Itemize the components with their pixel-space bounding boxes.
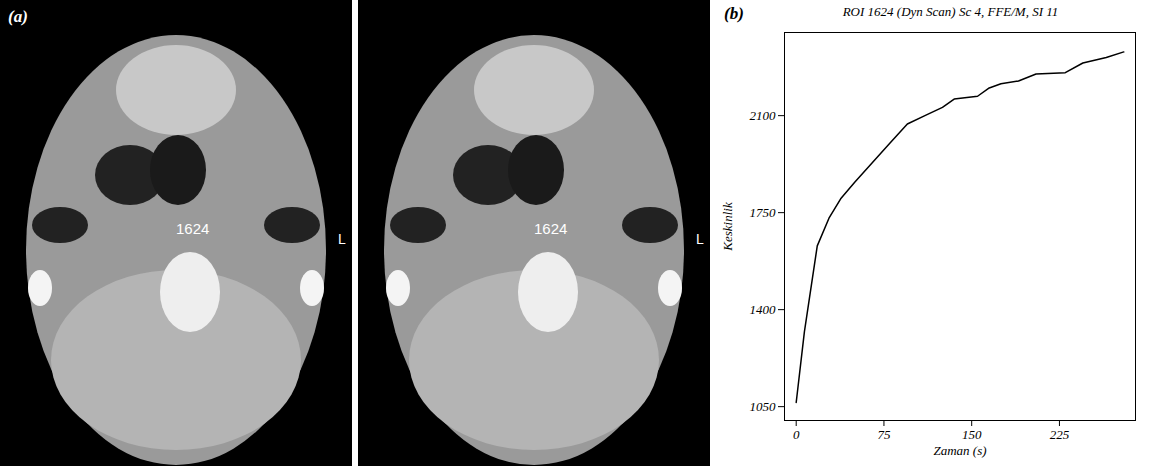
svg-text:Zaman (s): Zaman (s) — [933, 443, 986, 458]
svg-text:Keskinlik: Keskinlik — [720, 202, 735, 252]
svg-text:1050: 1050 — [750, 399, 777, 414]
svg-text:225: 225 — [1050, 427, 1070, 442]
svg-text:75: 75 — [877, 427, 891, 442]
svg-text:1624: 1624 — [534, 220, 567, 237]
svg-text:L: L — [696, 231, 704, 247]
svg-text:L: L — [338, 231, 346, 247]
svg-text:1400: 1400 — [750, 302, 777, 317]
svg-text:2100: 2100 — [750, 108, 777, 123]
svg-text:0: 0 — [793, 427, 800, 442]
svg-text:150: 150 — [962, 427, 982, 442]
svg-text:1750: 1750 — [750, 205, 777, 220]
svg-text:1624: 1624 — [176, 220, 209, 237]
html-text:ROI 1624 (Dyn Scan) Sc 4, FFE/: ROI 1624 (Dyn Scan) Sc 4, FFE/M, SI 11 — [842, 4, 1059, 19]
html-text:(b): (b) — [724, 4, 744, 23]
svg-text:(a): (a) — [8, 7, 28, 26]
